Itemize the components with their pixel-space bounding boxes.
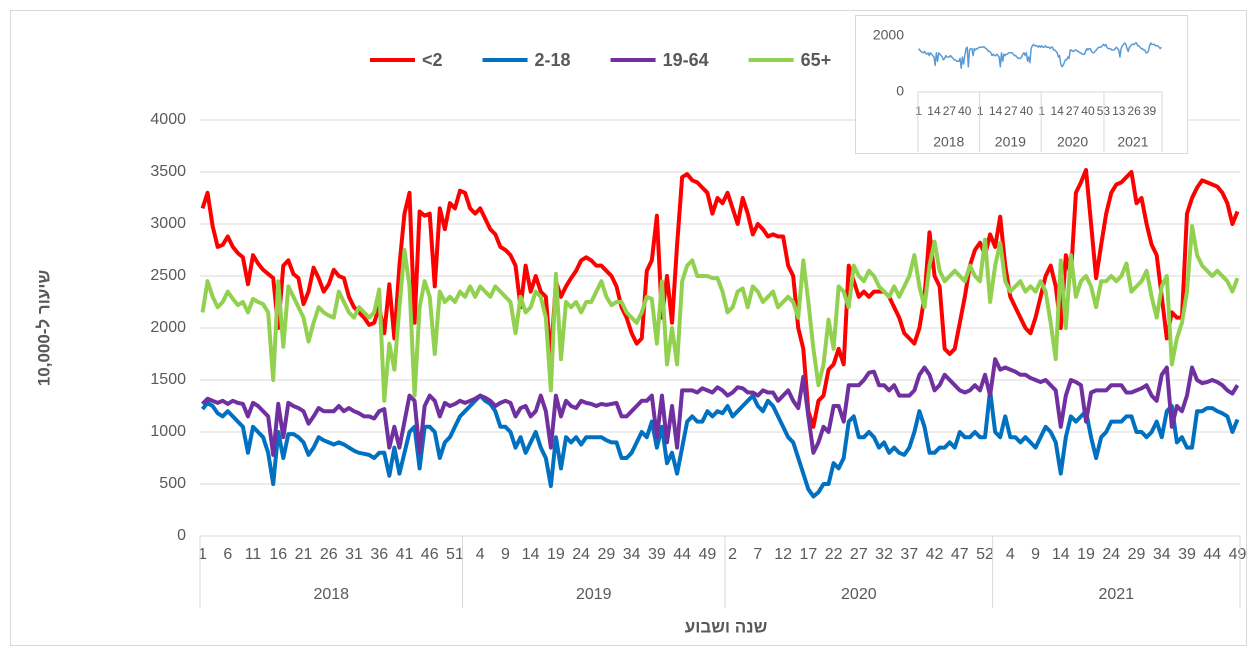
- x-tick-label: 1: [198, 546, 207, 563]
- x-tick-label: 19: [1077, 546, 1095, 563]
- x-tick-label: 13: [1112, 104, 1126, 118]
- legend-label: 2-18: [535, 50, 571, 70]
- legend-label: 65+: [801, 50, 832, 70]
- y-tick-label: 2000: [150, 319, 186, 336]
- x-tick-label: 19: [547, 546, 565, 563]
- x-tick-label: 46: [421, 546, 439, 563]
- x-tick-label: 16: [269, 546, 287, 563]
- x-tick-label: 11: [245, 546, 262, 563]
- x-group-label: 2020: [841, 586, 877, 603]
- x-tick-label: 1: [915, 104, 922, 118]
- y-tick-label: 3000: [150, 215, 186, 232]
- x-tick-label: 34: [1153, 546, 1171, 563]
- x-tick-label: 21: [295, 546, 313, 563]
- x-tick-label: 7: [753, 546, 762, 563]
- x-group-label: 2019: [576, 586, 612, 603]
- x-tick-label: 1: [977, 104, 984, 118]
- series-line: [201, 357, 1240, 457]
- x-tick-label: 27: [1004, 104, 1018, 118]
- x-tick-label: 47: [951, 546, 969, 563]
- x-group-label: 2021: [1099, 586, 1135, 603]
- x-tick-label: 14: [927, 104, 941, 118]
- x-tick-label: 39: [1178, 546, 1196, 563]
- y-axis-title: שיעור ל-10,000: [34, 270, 53, 387]
- x-axis-title: שנה ושבוע: [685, 617, 768, 636]
- x-group-label: 2018: [313, 586, 349, 603]
- x-tick-label: 52: [976, 546, 994, 563]
- x-tick-label: 27: [1066, 104, 1080, 118]
- y-tick-label: 0: [177, 527, 186, 544]
- x-tick-label: 31: [345, 546, 363, 563]
- series-line: [200, 167, 1240, 429]
- x-tick-label: 4: [1006, 546, 1015, 563]
- series-line: [200, 388, 1240, 499]
- x-tick-label: 9: [1031, 546, 1040, 563]
- x-tick-label: 51: [446, 546, 464, 563]
- x-tick-label: 24: [1102, 546, 1120, 563]
- x-tick-label: 27: [850, 546, 868, 563]
- y-tick-label: 1000: [150, 423, 186, 440]
- x-tick-label: 32: [875, 546, 893, 563]
- x-tick-label: 2: [728, 546, 737, 563]
- x-group-label: 2020: [1057, 134, 1088, 150]
- x-tick-label: 40: [958, 104, 972, 118]
- x-tick-label: 42: [926, 546, 944, 563]
- x-tick-label: 17: [799, 546, 817, 563]
- x-tick-label: 14: [1050, 104, 1064, 118]
- x-tick-label: 44: [1203, 546, 1221, 563]
- x-tick-label: 12: [774, 546, 792, 563]
- y-tick-label: 500: [159, 475, 186, 492]
- x-tick-label: 6: [223, 546, 232, 563]
- x-tick-label: 49: [698, 546, 716, 563]
- legend-label: 19-64: [663, 50, 709, 70]
- x-tick-label: 40: [1020, 104, 1034, 118]
- y-tick-label: 2500: [150, 267, 186, 284]
- x-tick-label: 14: [522, 546, 540, 563]
- x-tick-label: 40: [1081, 104, 1095, 118]
- x-tick-label: 39: [648, 546, 666, 563]
- x-tick-label: 1: [1038, 104, 1045, 118]
- x-tick-label: 22: [825, 546, 843, 563]
- x-tick-label: 14: [989, 104, 1003, 118]
- legend-label: <2: [422, 50, 443, 70]
- x-tick-label: 14: [1052, 546, 1070, 563]
- x-tick-label: 29: [598, 546, 616, 563]
- y-tick-label: 2000: [873, 27, 904, 43]
- series-line: [200, 224, 1240, 403]
- x-tick-label: 41: [396, 546, 414, 563]
- x-tick-label: 26: [320, 546, 338, 563]
- x-tick-label: 9: [501, 546, 510, 563]
- y-tick-label: 4000: [150, 111, 186, 128]
- series-line: [918, 42, 1162, 69]
- x-tick-label: 4: [476, 546, 485, 563]
- x-tick-label: 27: [943, 104, 957, 118]
- x-tick-label: 44: [673, 546, 691, 563]
- x-group-label: 2021: [1117, 134, 1148, 150]
- x-tick-label: 37: [900, 546, 918, 563]
- x-group-label: 2019: [995, 134, 1026, 150]
- x-tick-label: 36: [370, 546, 388, 563]
- x-tick-label: 34: [623, 546, 641, 563]
- x-tick-label: 39: [1143, 104, 1157, 118]
- x-tick-label: 29: [1128, 546, 1146, 563]
- y-tick-label: 3500: [150, 163, 186, 180]
- inset-background: [855, 15, 1188, 154]
- x-tick-label: 49: [1229, 546, 1247, 563]
- y-tick-label: 0: [896, 83, 904, 99]
- x-tick-label: 24: [572, 546, 590, 563]
- y-tick-label: 1500: [150, 371, 186, 388]
- x-group-label: 2018: [933, 134, 964, 150]
- x-tick-label: 26: [1127, 104, 1141, 118]
